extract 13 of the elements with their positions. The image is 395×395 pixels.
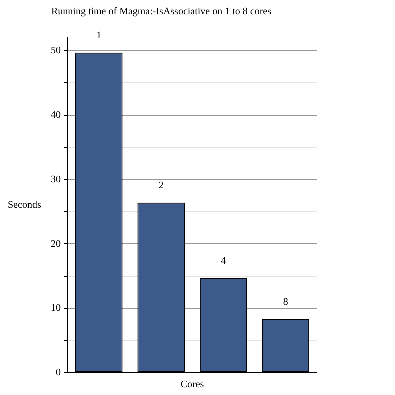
chart-title: Running time of Magma:-IsAssociative on 1 to 8 cores: [52, 6, 272, 18]
x-tick-label: 2: [158, 180, 164, 192]
x-tick-label: 8: [283, 297, 288, 308]
x-tick-label: 4: [221, 256, 226, 267]
x-axis-title: Cores: [180, 380, 204, 391]
y-tick-label: 40: [51, 110, 61, 121]
y-tick-label: 10: [51, 303, 61, 314]
x-tick-label: 1: [96, 30, 102, 42]
y-tick-label: 20: [51, 238, 61, 250]
y-tick-label: 50: [51, 46, 61, 57]
y-axis-title: Seconds: [8, 200, 42, 212]
y-tick-label: 0: [56, 368, 61, 379]
y-tick-label: 30: [51, 174, 61, 186]
